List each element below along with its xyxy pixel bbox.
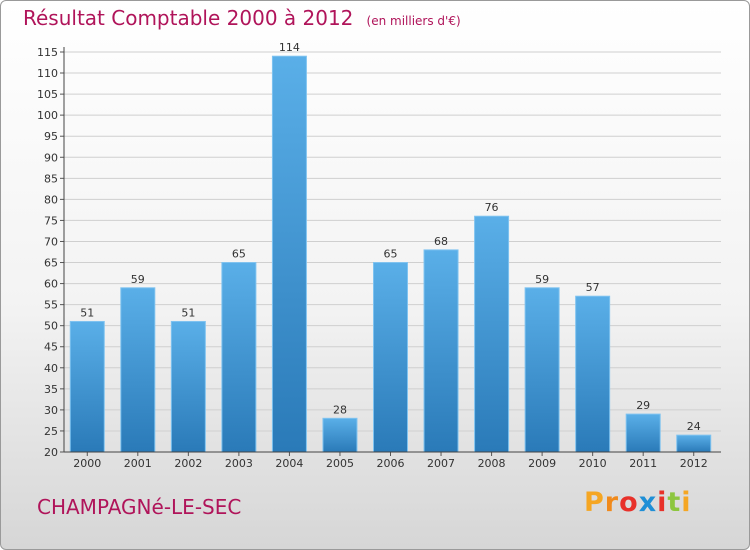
x-tick-label: 2000 [73, 457, 101, 470]
bar-2010 [575, 295, 611, 453]
value-label: 76 [485, 201, 499, 214]
x-tick-label: 2012 [680, 457, 708, 470]
value-label: 28 [333, 403, 347, 416]
y-tick-label: 40 [44, 362, 58, 375]
bar-2007 [423, 249, 459, 453]
logo-letter: o [619, 487, 639, 518]
commune-name: CHAMPAGNé-LE-SEC [37, 495, 242, 519]
axes [60, 47, 721, 456]
logo-letter: r [604, 487, 620, 518]
y-tick-label: 80 [44, 193, 58, 206]
y-tick-label: 85 [44, 172, 58, 185]
x-tick-label: 2003 [225, 457, 253, 470]
logo-letter: i [657, 487, 668, 518]
y-tick-label: 105 [37, 88, 58, 101]
value-label: 65 [384, 248, 398, 261]
y-tick-label: 90 [44, 151, 58, 164]
bar-2002 [170, 320, 206, 453]
bars [69, 55, 712, 453]
y-tick-label: 100 [37, 109, 58, 122]
y-tick-label: 65 [44, 257, 58, 270]
value-label: 114 [279, 41, 300, 54]
x-tick-label: 2009 [528, 457, 556, 470]
x-tick-label: 2011 [629, 457, 657, 470]
bar-2012 [676, 434, 712, 453]
value-label: 51 [80, 306, 94, 319]
bar-2000 [69, 320, 105, 453]
x-tick-label: 2008 [478, 457, 506, 470]
y-tick-label: 45 [44, 341, 58, 354]
chart-title: Résultat Comptable 2000 à 2012 (en milli… [23, 6, 461, 30]
proxiti-logo: Proxiti [584, 487, 692, 518]
logo-letter: i [681, 487, 692, 518]
bar-2006 [373, 262, 408, 453]
value-label: 24 [687, 420, 701, 433]
value-label: 59 [131, 273, 145, 286]
value-label: 59 [535, 273, 549, 286]
y-tick-label: 50 [44, 320, 58, 333]
y-tick-label: 60 [44, 278, 58, 291]
bar-2004 [271, 55, 307, 453]
y-tick-label: 30 [44, 404, 58, 417]
y-tick-label: 20 [44, 446, 58, 459]
x-tick-label: 2002 [174, 457, 202, 470]
value-label: 51 [181, 306, 195, 319]
x-tick-label: 2001 [124, 457, 152, 470]
logo-letter: x [638, 487, 658, 518]
bar-2003 [221, 262, 257, 453]
x-tick-label: 2010 [579, 457, 607, 470]
y-tick-label: 55 [44, 299, 58, 312]
title-subtitle: (en milliers d'€) [366, 14, 461, 28]
value-label: 29 [636, 399, 650, 412]
bar-2001 [120, 287, 156, 453]
bar-2008 [474, 215, 510, 453]
y-tick-label: 95 [44, 130, 58, 143]
x-tick-label: 2006 [377, 457, 405, 470]
bar-2009 [524, 287, 560, 453]
logo-letter: t [667, 487, 682, 518]
value-label: 57 [586, 281, 600, 294]
value-label: 65 [232, 248, 246, 261]
labels: 20 25 30 35 40 45 50 55 60 65 70 75 80 85 90 95 100 105 11… [37, 41, 708, 470]
y-tick-label: 110 [37, 67, 58, 80]
bar-2011 [625, 413, 661, 453]
logo-letter: P [584, 487, 605, 518]
x-tick-label: 2005 [326, 457, 354, 470]
value-label: 68 [434, 235, 448, 248]
y-tick-label: 25 [44, 425, 58, 438]
x-tick-label: 2007 [427, 457, 455, 470]
y-tick-label: 35 [44, 383, 58, 396]
y-tick-label: 115 [37, 46, 58, 59]
y-tick-label: 75 [44, 214, 58, 227]
y-tick-label: 70 [44, 235, 58, 248]
title-main: Résultat Comptable 2000 à 2012 [23, 6, 354, 30]
bar-2005 [322, 417, 358, 453]
x-tick-label: 2004 [275, 457, 303, 470]
